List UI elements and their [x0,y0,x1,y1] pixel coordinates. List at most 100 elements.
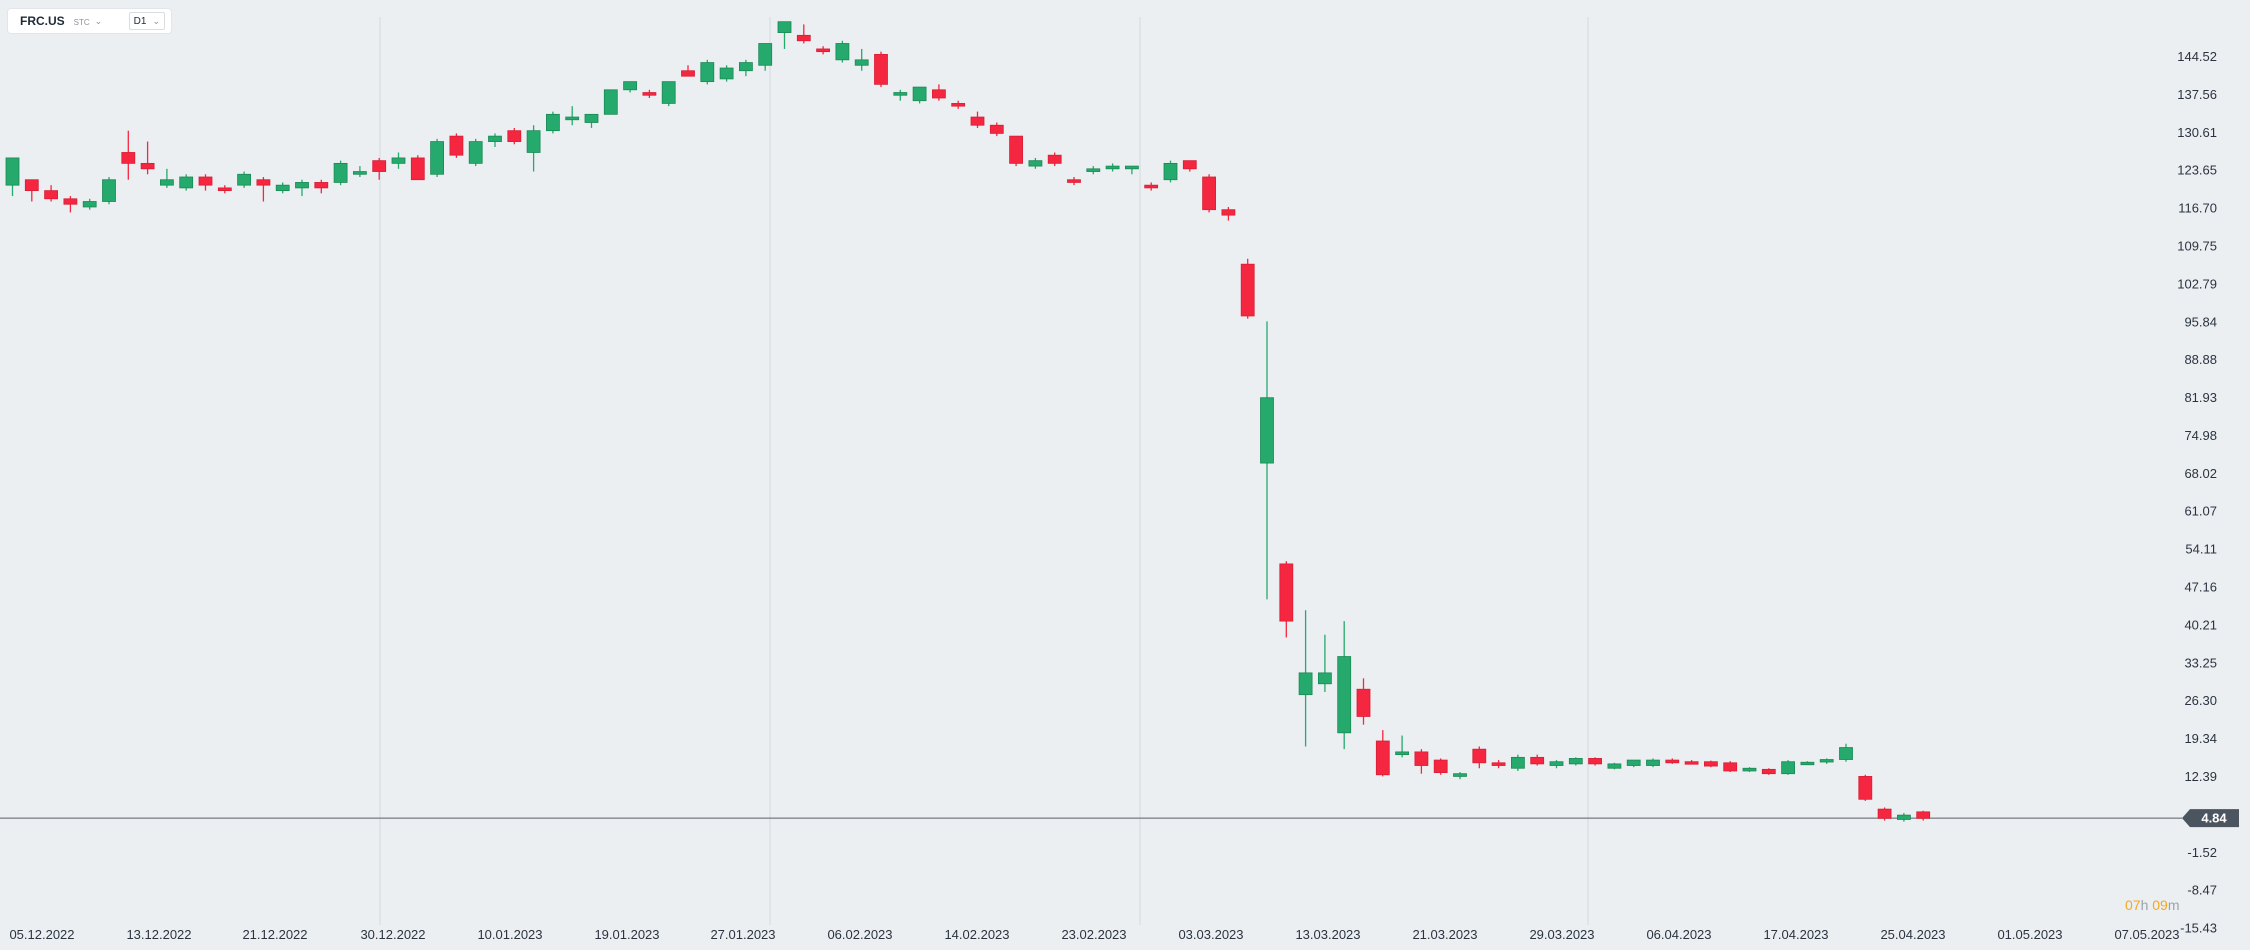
candle[interactable] [314,179,329,194]
candle[interactable] [546,111,560,134]
candle[interactable] [1723,761,1738,773]
candle[interactable] [874,51,888,88]
candle[interactable] [623,81,637,93]
candle[interactable] [1221,206,1236,221]
candle[interactable] [256,176,271,202]
candle[interactable] [893,89,908,101]
candle[interactable] [1260,321,1274,600]
candle[interactable] [1240,258,1255,319]
candle[interactable] [661,81,676,107]
candle[interactable] [1800,761,1815,766]
chevron-down-icon[interactable]: ⌄ [94,15,103,26]
candle[interactable] [82,198,97,210]
candle[interactable] [1646,758,1660,768]
candle[interactable] [1530,754,1545,766]
candle[interactable] [1916,810,1931,821]
candle[interactable] [430,138,445,177]
candle[interactable] [1356,678,1371,725]
candle[interactable] [1086,166,1101,175]
candle[interactable] [739,59,753,77]
candle[interactable] [1511,754,1525,771]
candle[interactable] [584,113,599,128]
candle[interactable] [1472,746,1487,769]
candle[interactable] [1395,735,1409,758]
candle[interactable] [1298,610,1313,747]
candle[interactable] [159,168,174,188]
candle[interactable] [970,111,985,128]
candle[interactable] [410,155,425,181]
symbol-label[interactable]: FRC.US [20,14,65,28]
candle[interactable] [333,160,348,186]
candle[interactable] [1047,152,1062,167]
candle[interactable] [951,100,966,109]
candle[interactable] [719,65,734,82]
candle[interactable] [1761,768,1776,775]
candle[interactable] [1588,757,1602,766]
candle[interactable] [179,174,194,191]
candle[interactable] [1839,743,1853,762]
candle[interactable] [121,130,136,180]
candle[interactable] [1067,176,1081,186]
candle[interactable] [1568,757,1583,766]
candle[interactable] [1144,182,1159,191]
candle[interactable] [989,122,1004,137]
candle[interactable] [700,59,715,85]
candle[interactable] [565,106,580,126]
candle[interactable] [1897,812,1911,822]
candle[interactable] [816,46,830,55]
candle[interactable] [1337,621,1352,750]
candle[interactable] [1009,135,1023,167]
instrument-selector[interactable]: FRC.US STC ⌄ D1 ⌄ [8,9,171,33]
candle[interactable] [642,89,657,98]
candle[interactable] [777,21,792,49]
candle[interactable] [507,127,522,145]
candle[interactable] [932,84,946,101]
candle[interactable] [1819,758,1834,764]
candle[interactable] [1375,730,1390,777]
candle[interactable] [449,133,464,158]
candle[interactable] [217,185,232,194]
candle[interactable] [24,179,39,202]
candle[interactable] [352,166,367,177]
candle[interactable] [63,196,78,213]
candle[interactable] [1182,160,1197,172]
candle[interactable] [1877,807,1892,821]
candle[interactable] [1491,760,1506,769]
candle[interactable] [102,176,116,205]
candle[interactable] [835,40,850,63]
candle[interactable] [1626,759,1641,768]
candle[interactable] [1684,760,1699,765]
candle[interactable] [391,152,406,169]
candle[interactable] [526,125,541,172]
candle[interactable] [295,179,309,197]
candle[interactable] [1433,758,1448,775]
candle[interactable] [1665,758,1680,764]
candle[interactable] [854,48,869,71]
candle[interactable] [1105,163,1120,172]
candle[interactable] [603,89,618,115]
candle[interactable] [1163,160,1178,183]
candle[interactable] [1279,561,1294,638]
candle[interactable] [237,171,252,188]
candle[interactable] [1202,174,1216,213]
candle[interactable] [796,24,811,44]
candle[interactable] [1742,767,1757,773]
timeframe-dropdown[interactable]: D1 ⌄ [128,12,165,30]
candle[interactable] [198,174,213,191]
candle[interactable] [912,86,927,104]
candle[interactable] [1858,774,1873,801]
candle[interactable] [5,157,20,197]
candle[interactable] [1125,165,1139,175]
candle[interactable] [1607,762,1622,770]
candle[interactable] [1414,749,1429,774]
candle[interactable] [468,138,483,167]
candle[interactable] [488,133,502,148]
candle[interactable] [758,43,773,71]
candle[interactable] [1028,157,1043,169]
candle[interactable] [1704,760,1718,768]
candle[interactable] [1781,760,1795,775]
candle[interactable] [1453,772,1467,780]
candle[interactable] [372,157,387,180]
